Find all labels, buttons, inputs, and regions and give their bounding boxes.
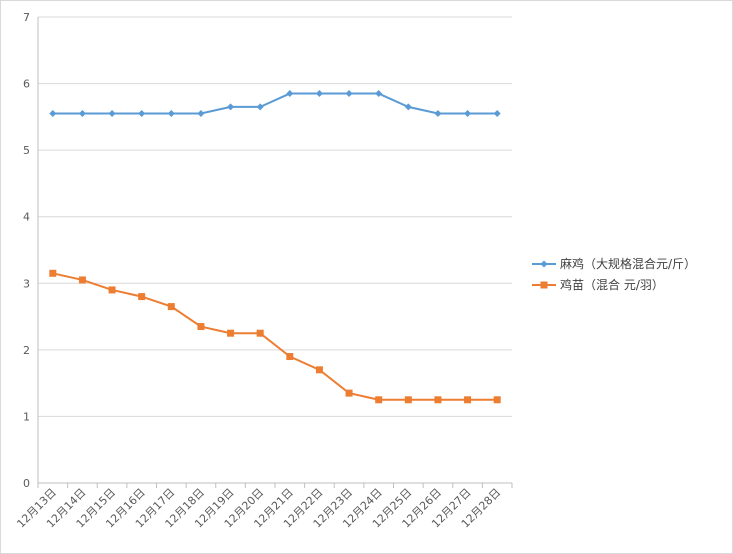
axes bbox=[37, 17, 513, 488]
data-point bbox=[227, 103, 235, 111]
data-point bbox=[315, 90, 323, 98]
data-point bbox=[227, 329, 235, 337]
data-point bbox=[197, 110, 205, 118]
x-axis-tick-labels: 12月13日12月14日12月15日12月16日12月17日12月18日12月1… bbox=[14, 486, 503, 531]
data-point bbox=[108, 286, 116, 294]
data-point bbox=[286, 353, 294, 361]
legend-entry-2: 鸡苗（混合 元/羽） bbox=[532, 277, 664, 292]
y-axis-tick-labels: 0 1 2 3 4 5 6 7 bbox=[23, 11, 30, 490]
data-point bbox=[315, 366, 323, 374]
series-group bbox=[49, 90, 501, 404]
data-point bbox=[375, 396, 383, 404]
data-point bbox=[108, 110, 116, 118]
data-point bbox=[167, 110, 175, 118]
y-tick-label: 2 bbox=[23, 344, 30, 357]
data-point bbox=[197, 323, 205, 331]
data-point bbox=[49, 110, 57, 118]
data-point bbox=[493, 110, 501, 118]
data-point bbox=[78, 110, 86, 118]
data-point bbox=[167, 303, 175, 311]
series-1 bbox=[49, 90, 501, 118]
legend-entry-1: 麻鸡（大规格混合元/斤） bbox=[532, 256, 696, 271]
series-line bbox=[52, 92, 498, 115]
data-point bbox=[78, 276, 86, 284]
data-point bbox=[375, 90, 383, 98]
data-point bbox=[434, 110, 442, 118]
data-point bbox=[286, 90, 294, 98]
y-tick-label: 3 bbox=[23, 277, 30, 290]
series-line bbox=[52, 272, 498, 401]
data-point bbox=[434, 396, 442, 404]
data-point bbox=[345, 389, 353, 397]
legend-label: 鸡苗（混合 元/羽） bbox=[560, 277, 664, 292]
y-tick-label: 6 bbox=[23, 78, 30, 91]
data-point bbox=[138, 293, 146, 301]
y-tick-label: 0 bbox=[23, 477, 30, 490]
legend-label: 麻鸡（大规格混合元/斤） bbox=[560, 256, 696, 271]
y-tick-label: 4 bbox=[23, 211, 30, 224]
grid-lines bbox=[38, 16, 512, 417]
legend-marker bbox=[540, 260, 548, 268]
legend: 麻鸡（大规格混合元/斤） 鸡苗（混合 元/羽） bbox=[532, 256, 696, 292]
data-point bbox=[345, 90, 353, 98]
y-tick-label: 5 bbox=[23, 144, 30, 157]
data-point bbox=[493, 396, 501, 404]
data-point bbox=[256, 103, 264, 111]
data-point bbox=[138, 110, 146, 118]
legend-marker bbox=[540, 281, 548, 289]
y-tick-label: 1 bbox=[23, 410, 30, 423]
data-point bbox=[464, 396, 472, 404]
data-point bbox=[464, 110, 472, 118]
data-point bbox=[49, 269, 57, 277]
series-2 bbox=[49, 269, 501, 404]
data-point bbox=[404, 396, 412, 404]
data-point bbox=[404, 103, 412, 111]
data-point bbox=[256, 329, 264, 337]
y-tick-label: 7 bbox=[23, 11, 30, 24]
